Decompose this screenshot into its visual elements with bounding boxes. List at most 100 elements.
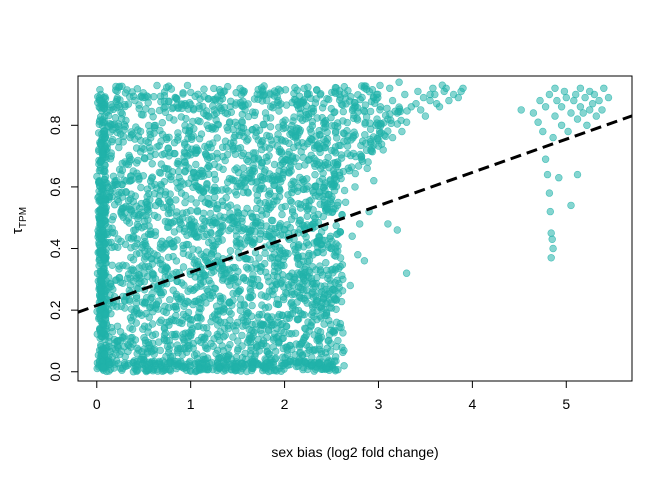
data-point: [349, 149, 358, 158]
data-point: [244, 189, 252, 197]
data-point: [117, 108, 125, 117]
data-point: [207, 339, 215, 348]
data-point: [111, 242, 119, 251]
data-point: [97, 167, 105, 175]
data-point: [132, 319, 141, 327]
data-point: [136, 249, 144, 257]
data-point: [117, 237, 125, 246]
data-point: [393, 226, 401, 234]
data-point: [218, 216, 226, 225]
data-point: [360, 107, 369, 116]
data-point: [536, 96, 544, 105]
data-point: [138, 224, 146, 232]
data-point: [261, 249, 269, 257]
data-point: [214, 311, 222, 319]
data-point: [313, 141, 321, 149]
data-point: [262, 153, 270, 162]
data-point: [184, 134, 192, 143]
data-point: [287, 215, 296, 223]
data-point: [285, 139, 293, 148]
data-point: [213, 205, 222, 213]
data-point: [279, 361, 287, 370]
data-point: [144, 206, 152, 214]
data-point: [215, 163, 223, 171]
data-point: [269, 200, 277, 209]
data-point: [288, 184, 296, 193]
data-point: [290, 143, 298, 152]
data-point: [292, 359, 301, 367]
data-point: [195, 322, 203, 330]
data-point: [251, 108, 260, 117]
data-point: [153, 251, 161, 260]
data-point: [324, 243, 333, 251]
data-point: [178, 316, 187, 324]
data-point: [118, 211, 126, 219]
data-point: [98, 327, 106, 336]
y-axis-title: τTPM: [9, 207, 29, 234]
data-point: [374, 121, 383, 130]
data-point: [205, 113, 213, 121]
data-point: [581, 93, 589, 102]
x-tick-label: 3: [375, 396, 383, 412]
data-point: [320, 118, 329, 126]
data-point: [148, 293, 156, 302]
data-point: [178, 104, 186, 113]
data-point: [174, 157, 183, 166]
data-point: [189, 245, 197, 253]
data-point: [253, 342, 261, 351]
data-point: [148, 160, 156, 168]
data-point: [118, 204, 127, 212]
data-point: [534, 118, 542, 126]
data-point: [573, 115, 582, 123]
data-point: [374, 142, 383, 150]
data-point: [141, 298, 149, 307]
data-point: [296, 260, 304, 269]
data-point: [165, 321, 173, 329]
data-point: [144, 328, 152, 336]
data-point: [331, 83, 340, 92]
data-point: [148, 107, 156, 116]
data-point: [280, 328, 288, 337]
data-point: [126, 281, 135, 289]
x-axis-title: sex bias (log2 fold change): [271, 444, 438, 460]
data-point: [234, 337, 242, 345]
data-point: [263, 347, 271, 355]
data-point: [161, 102, 169, 111]
data-point: [247, 209, 255, 218]
data-point: [325, 316, 333, 325]
data-point: [198, 194, 206, 202]
data-point: [257, 206, 266, 215]
data-point: [203, 180, 211, 189]
data-point: [316, 312, 324, 320]
data-point: [555, 174, 563, 182]
data-point: [239, 316, 248, 324]
data-point: [249, 332, 257, 340]
data-point: [221, 109, 230, 117]
data-point: [248, 240, 257, 249]
data-point: [329, 205, 338, 213]
data-point: [395, 78, 403, 86]
data-point: [199, 352, 208, 360]
data-point: [600, 84, 608, 93]
data-point: [200, 224, 208, 233]
data-point: [248, 364, 257, 373]
data-point: [402, 269, 411, 277]
data-point: [147, 347, 156, 356]
data-point: [359, 137, 367, 145]
data-point: [227, 224, 235, 233]
data-point: [216, 229, 224, 237]
data-point: [551, 84, 559, 93]
data-point: [163, 135, 171, 144]
data-point: [376, 103, 385, 111]
data-point: [203, 164, 212, 172]
data-point: [332, 221, 340, 230]
data-point: [240, 300, 248, 308]
data-point: [221, 318, 229, 327]
data-point: [323, 94, 331, 103]
data-point: [125, 93, 134, 101]
data-point: [278, 210, 286, 219]
data-point: [209, 365, 217, 374]
data-point: [138, 93, 147, 102]
data-point: [332, 343, 341, 351]
data-point: [254, 313, 262, 321]
